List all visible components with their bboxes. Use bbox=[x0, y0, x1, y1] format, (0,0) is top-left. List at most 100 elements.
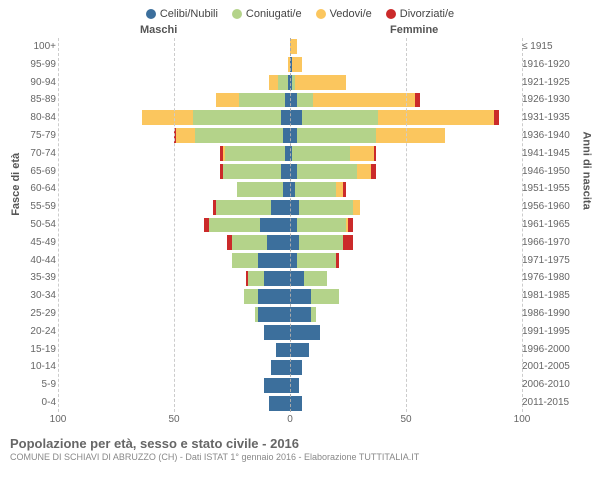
bar-segment-female bbox=[302, 110, 379, 125]
age-label: 50-54 bbox=[22, 219, 56, 230]
population-pyramid-chart: Celibi/NubiliConiugati/eVedovi/eDivorzia… bbox=[0, 0, 600, 500]
birth-year-label: 1956-1960 bbox=[522, 201, 578, 212]
legend-swatch bbox=[386, 9, 396, 19]
bar-segment-female bbox=[290, 360, 302, 375]
bar-segment-female bbox=[290, 200, 299, 215]
bar-segment-male bbox=[239, 93, 285, 108]
bar-segment-female bbox=[290, 378, 299, 393]
birth-year-label: 1971-1975 bbox=[522, 255, 578, 266]
bar-segment-male bbox=[269, 75, 278, 90]
bar-segment-female bbox=[290, 343, 309, 358]
bar-segment-male bbox=[260, 218, 290, 233]
age-label: 45-49 bbox=[22, 237, 56, 248]
bar-segment-male bbox=[258, 253, 290, 268]
x-tick-label: 0 bbox=[287, 414, 293, 425]
bar-segment-male bbox=[209, 218, 260, 233]
bar-segment-female bbox=[290, 253, 297, 268]
age-label: 10-14 bbox=[22, 361, 56, 372]
age-label: 35-39 bbox=[22, 272, 56, 283]
age-label: 70-74 bbox=[22, 148, 56, 159]
age-label: 80-84 bbox=[22, 112, 56, 123]
legend-swatch bbox=[232, 9, 242, 19]
age-label: 30-34 bbox=[22, 290, 56, 301]
legend-item: Divorziati/e bbox=[386, 8, 454, 20]
birth-year-label: 1951-1955 bbox=[522, 183, 578, 194]
bar-segment-female bbox=[336, 253, 338, 268]
bar-segment-female bbox=[348, 218, 353, 233]
age-label: 20-24 bbox=[22, 326, 56, 337]
age-label: 55-59 bbox=[22, 201, 56, 212]
bar-segment-female bbox=[290, 39, 297, 54]
bar-segment-female bbox=[297, 218, 346, 233]
age-label: 60-64 bbox=[22, 183, 56, 194]
bar-segment-male bbox=[244, 289, 258, 304]
bar-segment-female bbox=[343, 182, 345, 197]
plot-area: Fasce di età Anni di nascita 10050050100… bbox=[10, 38, 590, 432]
bar-segment-male bbox=[204, 218, 209, 233]
bar-segment-female bbox=[378, 110, 494, 125]
bar-segment-male bbox=[258, 307, 290, 322]
bar-segment-female bbox=[299, 200, 352, 215]
grid-line bbox=[406, 38, 407, 412]
bar-segment-female bbox=[290, 218, 297, 233]
bar-segment-female bbox=[311, 289, 339, 304]
bar-segment-female bbox=[290, 325, 320, 340]
bar-segment-female bbox=[295, 75, 346, 90]
bar-segment-female bbox=[304, 271, 327, 286]
grid-line bbox=[174, 38, 175, 412]
legend-item: Coniugati/e bbox=[232, 8, 302, 20]
bar-segment-female bbox=[292, 57, 301, 72]
bar-segment-male bbox=[269, 396, 290, 411]
bar-segment-male bbox=[264, 271, 290, 286]
birth-year-label: 2001-2005 bbox=[522, 361, 578, 372]
x-tick-label: 50 bbox=[168, 414, 179, 425]
bar-segment-female bbox=[297, 93, 313, 108]
bar-segment-female bbox=[297, 128, 376, 143]
bar-segment-male bbox=[142, 110, 193, 125]
bar-segment-male bbox=[276, 343, 290, 358]
bar-segment-male bbox=[271, 200, 290, 215]
bar-segment-male bbox=[278, 75, 287, 90]
birth-year-label: 1991-1995 bbox=[522, 326, 578, 337]
birth-year-label: 1961-1965 bbox=[522, 219, 578, 230]
x-axis-labels: 10050050100 bbox=[58, 414, 522, 432]
birth-year-label: 2011-2015 bbox=[522, 397, 578, 408]
legend-label: Coniugati/e bbox=[246, 8, 302, 20]
chart-title: Popolazione per età, sesso e stato civil… bbox=[10, 436, 590, 451]
age-label: 40-44 bbox=[22, 255, 56, 266]
bar-segment-female bbox=[292, 146, 350, 161]
birth-year-label: ≤ 1915 bbox=[522, 41, 578, 52]
bar-segment-male bbox=[258, 289, 290, 304]
bar-segment-female bbox=[290, 164, 297, 179]
y-axis-left-title: Fasce di età bbox=[10, 153, 22, 216]
bar-segment-male bbox=[248, 271, 264, 286]
birth-year-label: 1966-1970 bbox=[522, 237, 578, 248]
age-label: 65-69 bbox=[22, 166, 56, 177]
bar-segment-male bbox=[264, 378, 290, 393]
bar-segment-male bbox=[220, 164, 222, 179]
bar-segment-female bbox=[290, 289, 311, 304]
birth-year-label: 1986-1990 bbox=[522, 308, 578, 319]
age-label: 0-4 bbox=[22, 397, 56, 408]
bar-segment-female bbox=[415, 93, 420, 108]
bar-segment-male bbox=[255, 307, 257, 322]
bar-segment-female bbox=[336, 182, 343, 197]
bar-segment-male bbox=[281, 110, 290, 125]
bar-segment-female bbox=[297, 164, 357, 179]
legend-swatch bbox=[316, 9, 326, 19]
birth-year-label: 1946-1950 bbox=[522, 166, 578, 177]
bar-segment-male bbox=[227, 235, 232, 250]
y-axis-right-title: Anni di nascita bbox=[580, 131, 592, 209]
bar-segment-male bbox=[216, 93, 239, 108]
bar-segment-female bbox=[311, 307, 316, 322]
bar-segment-female bbox=[290, 235, 299, 250]
header-female: Femmine bbox=[390, 24, 438, 36]
birth-year-label: 1926-1930 bbox=[522, 94, 578, 105]
bar-segment-female bbox=[313, 93, 415, 108]
birth-year-label: 1936-1940 bbox=[522, 130, 578, 141]
bar-segment-female bbox=[350, 146, 373, 161]
bar-segment-female bbox=[290, 396, 302, 411]
bar-segment-female bbox=[290, 271, 304, 286]
bar-segment-male bbox=[283, 128, 290, 143]
bar-segment-male bbox=[216, 200, 272, 215]
